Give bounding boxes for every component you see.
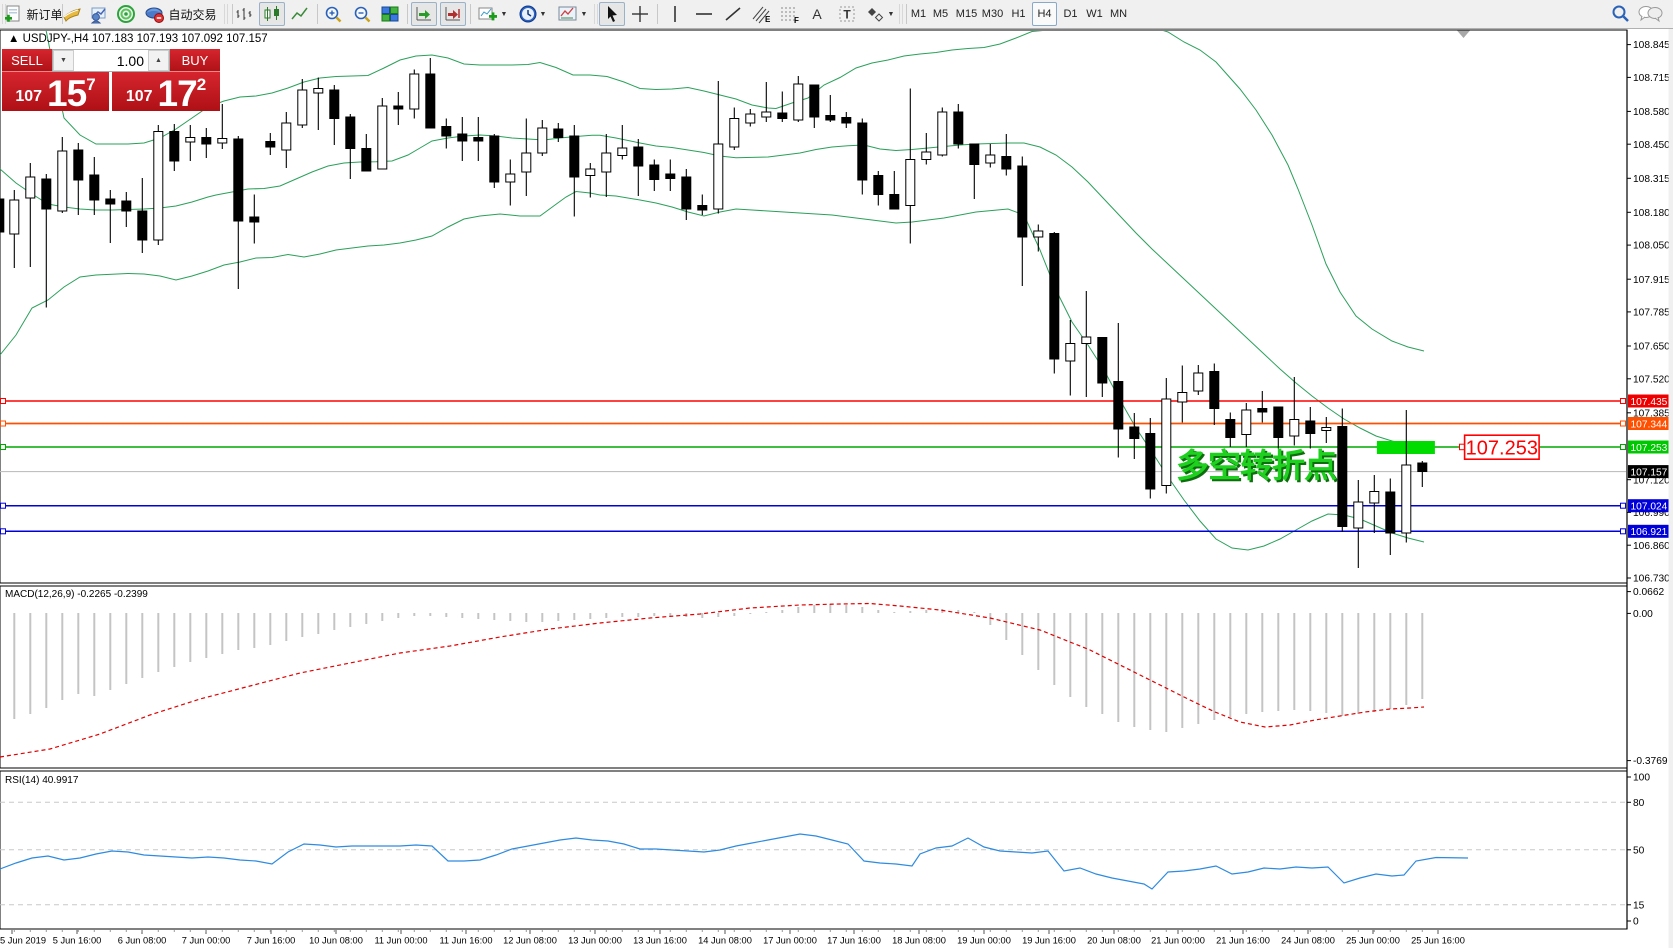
svg-text:108.715: 108.715	[1633, 73, 1670, 84]
svg-text:多空转折点: 多空转折点	[1176, 447, 1337, 484]
svg-text:15: 15	[1633, 900, 1645, 911]
svg-text:50: 50	[1633, 845, 1645, 856]
svg-text:0.00: 0.00	[1633, 609, 1653, 620]
svg-text:106.990: 106.990	[1633, 508, 1670, 519]
svg-text:106.860: 106.860	[1633, 541, 1670, 552]
svg-text:RSI(14) 40.9917: RSI(14) 40.9917	[5, 775, 79, 786]
svg-text:107.024: 107.024	[1631, 502, 1668, 513]
svg-text:107.385: 107.385	[1633, 408, 1670, 419]
svg-text:-0.3769: -0.3769	[1633, 756, 1668, 767]
svg-text:108.580: 108.580	[1633, 107, 1670, 118]
svg-text:108.050: 108.050	[1633, 241, 1670, 252]
svg-text:10 Jun 08:00: 10 Jun 08:00	[309, 936, 363, 946]
svg-text:18 Jun 08:00: 18 Jun 08:00	[892, 936, 946, 946]
svg-text:107.520: 107.520	[1633, 374, 1670, 385]
svg-text:7 Jun 16:00: 7 Jun 16:00	[247, 936, 296, 946]
svg-text:108.180: 108.180	[1633, 208, 1670, 219]
svg-text:T: T	[843, 8, 851, 22]
svg-text:100: 100	[1633, 773, 1650, 784]
svg-text:108.845: 108.845	[1633, 40, 1670, 51]
svg-text:6 Jun 08:00: 6 Jun 08:00	[118, 936, 167, 946]
svg-text:108.315: 108.315	[1633, 174, 1670, 185]
svg-text:108.450: 108.450	[1633, 140, 1670, 151]
svg-text:17 Jun 00:00: 17 Jun 00:00	[763, 936, 817, 946]
svg-text:107.120: 107.120	[1633, 475, 1670, 486]
svg-text:13 Jun 00:00: 13 Jun 00:00	[568, 936, 622, 946]
svg-text:106.921: 106.921	[1631, 527, 1668, 538]
svg-text:11 Jun 00:00: 11 Jun 00:00	[374, 936, 427, 946]
svg-text:▲ USDJPY-,H4 107.183 107.193: ▲ USDJPY-,H4 107.183 107.193 107.092 107…	[8, 33, 268, 45]
svg-text:E: E	[765, 15, 771, 24]
svg-text:107.915: 107.915	[1633, 275, 1670, 286]
svg-text:19 Jun 16:00: 19 Jun 16:00	[1022, 936, 1076, 946]
svg-text:107.253: 107.253	[1466, 438, 1538, 460]
svg-text:80: 80	[1633, 798, 1645, 809]
svg-text:21 Jun 00:00: 21 Jun 00:00	[1151, 936, 1205, 946]
svg-text:12 Jun 08:00: 12 Jun 08:00	[503, 936, 557, 946]
svg-text:17 Jun 16:00: 17 Jun 16:00	[827, 936, 881, 946]
svg-text:107.253: 107.253	[1631, 443, 1668, 454]
svg-text:20 Jun 08:00: 20 Jun 08:00	[1087, 936, 1141, 946]
svg-text:5 Jun 16:00: 5 Jun 16:00	[53, 936, 102, 946]
svg-text:25 Jun 00:00: 25 Jun 00:00	[1346, 936, 1400, 946]
svg-text:0: 0	[1633, 917, 1639, 928]
svg-text:107.785: 107.785	[1633, 308, 1670, 319]
svg-text:106.730: 106.730	[1633, 574, 1670, 585]
svg-text:24 Jun 08:00: 24 Jun 08:00	[1281, 936, 1335, 946]
svg-text:11 Jun 16:00: 11 Jun 16:00	[439, 936, 492, 946]
svg-text:MACD(12,26,9) -0.2265 -0.2399: MACD(12,26,9) -0.2265 -0.2399	[5, 589, 148, 600]
svg-text:5 Jun 2019: 5 Jun 2019	[0, 936, 46, 946]
svg-text:多空转折点: 多空转折点	[1178, 449, 1339, 486]
svg-text:A: A	[812, 6, 822, 22]
svg-text:107.157: 107.157	[1631, 467, 1668, 478]
svg-text:14 Jun 08:00: 14 Jun 08:00	[698, 936, 752, 946]
svg-text:F: F	[794, 16, 799, 24]
svg-text:107.435: 107.435	[1631, 397, 1668, 408]
svg-text:19 Jun 00:00: 19 Jun 00:00	[957, 936, 1011, 946]
svg-text:21 Jun 16:00: 21 Jun 16:00	[1216, 936, 1270, 946]
svg-text:13 Jun 16:00: 13 Jun 16:00	[633, 936, 687, 946]
svg-text:0.0662: 0.0662	[1633, 587, 1664, 598]
svg-text:107.344: 107.344	[1631, 419, 1668, 430]
svg-text:107.650: 107.650	[1633, 342, 1670, 353]
svg-text:7 Jun 00:00: 7 Jun 00:00	[182, 936, 231, 946]
svg-text:25 Jun 16:00: 25 Jun 16:00	[1411, 936, 1465, 946]
